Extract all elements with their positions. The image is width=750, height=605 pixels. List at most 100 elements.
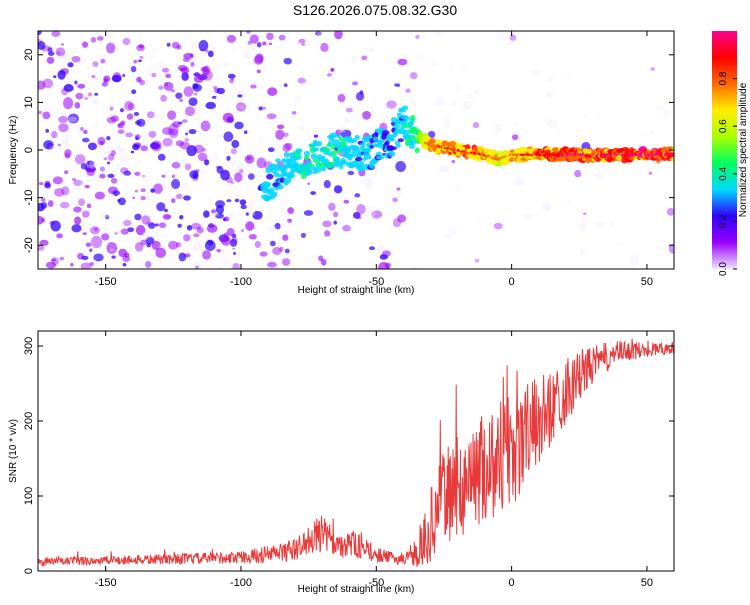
spectrogram-cell [72, 178, 77, 181]
spectrogram-cell [192, 170, 197, 174]
spectrogram-cell [93, 253, 104, 262]
spectrogram-cell [365, 206, 376, 219]
colorbar-tick-label: 0.6 [718, 119, 729, 133]
spectrogram-cell [532, 69, 541, 76]
spectrogram-cell [416, 53, 424, 62]
spectrogram-cell [223, 232, 229, 238]
spectrogram-cell [190, 41, 201, 50]
spectrogram-cell [576, 128, 582, 133]
spectrogram-cell [81, 255, 89, 261]
spectrogram-ridge-cell [429, 138, 436, 144]
spectrogram-cell [110, 115, 119, 122]
spectrogram-cell [80, 171, 88, 178]
spectrogram-cell [189, 170, 199, 179]
y-tick-label: 100 [23, 487, 35, 505]
spectrogram-cell [386, 100, 397, 109]
spectrogram-cell [171, 178, 181, 190]
spectrogram-ridge-cell [275, 158, 281, 163]
spectrogram-cell [234, 198, 240, 203]
colorbar-tick-label: 0.8 [718, 71, 729, 85]
spectrogram-ridge-cell [277, 184, 284, 190]
spectrogram-cell [82, 58, 87, 64]
spectrogram-cell [271, 219, 277, 226]
spectrogram-cell [295, 95, 303, 102]
spectrogram-cell [204, 159, 210, 166]
spectrogram-cell [118, 248, 127, 258]
spectrogram-cell [148, 222, 156, 229]
spectrogram-cell [183, 52, 194, 60]
spectrogram-cell [183, 86, 194, 97]
spectrogram-cell [579, 248, 586, 254]
spectrogram-cell [320, 259, 327, 266]
spectrogram-cell [640, 132, 644, 136]
spectrogram-cell [146, 243, 151, 248]
spectrogram-cell [124, 108, 129, 114]
spectrogram-cell [211, 70, 215, 75]
spectrogram-cell [160, 94, 168, 102]
spectrogram-cell [183, 234, 191, 242]
spectrogram-cell [171, 161, 181, 169]
spectrogram-cell [126, 113, 134, 120]
spectrogram-cell [268, 42, 273, 46]
spectrogram-cell [305, 217, 311, 222]
spectrogram-cell [356, 204, 366, 215]
spectrogram-cell [318, 255, 324, 262]
spectrogram-cell [170, 89, 176, 93]
snr-ylabel: SNR (10 * v/v) [8, 419, 19, 483]
spectrogram-cell [345, 107, 353, 113]
spectrogram-cell [135, 120, 142, 125]
spectrogram-cell [232, 262, 240, 269]
spectrogram-ridge-cell [300, 173, 307, 180]
colorbar-tick-label: 0.0 [718, 262, 729, 276]
spectrogram-cell [448, 65, 454, 71]
spectrogram-cell [369, 246, 376, 251]
spectrogram-cell [146, 53, 157, 61]
spectrogram-cell [266, 32, 274, 41]
spectrogram-cell [47, 47, 53, 53]
spectrogram-cell [221, 257, 231, 267]
spectrogram-cell [167, 110, 177, 120]
spectrogram-ridge-cell [271, 191, 278, 198]
spectrogram-cell [183, 195, 191, 201]
spectrogram-cell [117, 146, 126, 153]
spectrogram-cell [89, 248, 93, 252]
spectrogram-cell [148, 130, 157, 138]
spectrogram-cell [151, 72, 157, 78]
spectrogram-cell [240, 229, 245, 233]
spectrogram-cell [287, 218, 293, 223]
spectrogram-cell [662, 109, 671, 118]
spectrogram-cell [249, 34, 259, 44]
spectrogram-cell [195, 265, 199, 269]
spectrogram-cell [217, 265, 222, 269]
spectrogram-cell [92, 75, 98, 81]
spectrogram-cell [231, 78, 235, 81]
spectrogram-cell [75, 92, 84, 100]
spectrogram-cell [196, 226, 204, 234]
spectrogram-cell [578, 222, 587, 231]
spectrogram-cell [86, 167, 95, 177]
spectrogram-cell [226, 227, 235, 237]
spectrogram-cell [98, 53, 106, 61]
spectrogram-cell [109, 248, 115, 252]
spectrogram-cell [38, 31, 42, 36]
spectrogram-cell [282, 132, 289, 137]
spectrogram-cell [98, 211, 110, 219]
spectrogram-cell [179, 98, 184, 102]
spectrogram-ridge-cell [339, 162, 344, 170]
spectrogram-cell [63, 84, 74, 92]
spectrogram-cell [282, 143, 291, 153]
spectrogram-cell [87, 92, 92, 97]
spectrogram-ridge-cell [338, 136, 345, 142]
spectrogram-cell [395, 160, 406, 172]
spectrogram-cell [455, 83, 462, 91]
spectrogram-cell [137, 59, 142, 63]
spectrogram-cell [580, 265, 584, 269]
spectrogram-cell [55, 47, 66, 57]
spectrogram-ridge-cell [389, 146, 397, 151]
spectrogram-cell [249, 43, 259, 52]
spectrogram-cell [81, 137, 90, 143]
spectrogram-cell [122, 123, 131, 131]
spectrogram-ridge-cell [464, 144, 471, 150]
x-tick-label: -50 [368, 276, 384, 288]
spectrogram-cell [178, 261, 186, 269]
